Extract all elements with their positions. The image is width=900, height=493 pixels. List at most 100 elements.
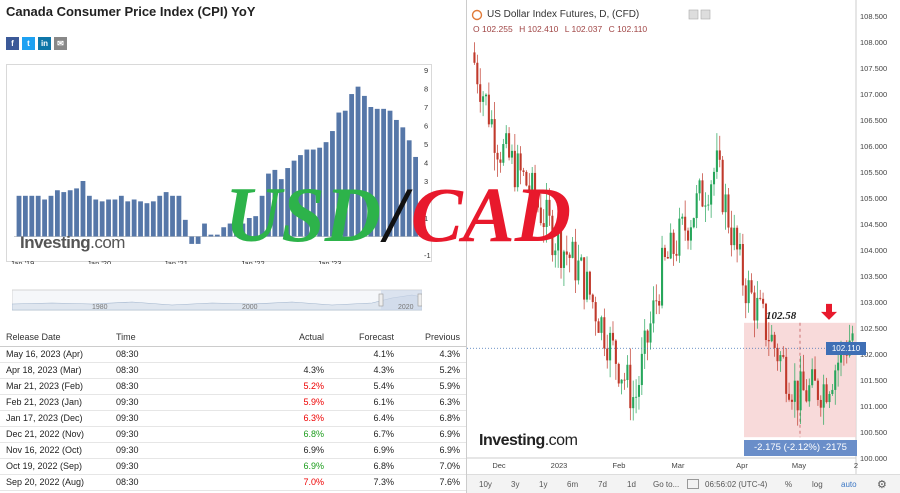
cpi-x-tick: Jan '23 <box>317 259 341 264</box>
auto-toggle[interactable]: auto <box>841 480 857 489</box>
cell-actual: 7.0% <box>240 474 330 491</box>
candle-body <box>825 384 828 403</box>
navigator-left-handle[interactable] <box>378 293 384 307</box>
dxy-x-tick: Apr <box>736 461 748 470</box>
high-annotation: 102.58 <box>766 310 797 322</box>
candle-body <box>764 303 768 340</box>
facebook-icon[interactable]: f <box>6 37 19 50</box>
col-time[interactable]: Time <box>110 328 240 347</box>
cpi-bar <box>67 190 73 237</box>
cell-actual: 5.9% <box>240 394 330 411</box>
cpi-bar <box>118 195 124 237</box>
cpi-y-tick: 6 <box>424 122 428 131</box>
candle-body <box>747 280 750 304</box>
dxy-y-tick: 104.500 <box>860 220 887 229</box>
candle-body <box>715 150 718 172</box>
cell-forecast: 6.1% <box>330 394 400 411</box>
chart-toolbar: 10y 3y 1y 6m 7d 1d Go to... 06:56:02 (UT… <box>467 474 900 493</box>
cpi-y-tick: 8 <box>424 85 428 94</box>
compare-icon[interactable] <box>700 9 711 20</box>
table-row: May 16, 2023 (Apr) 08:30 4.1% 4.3% <box>0 346 466 363</box>
candle-body <box>548 199 551 216</box>
cpi-bar <box>138 201 143 237</box>
candle-body <box>609 332 612 361</box>
cpi-bar <box>381 108 387 237</box>
table-row: Nov 16, 2022 (Oct) 09:30 6.9% 6.9% 6.9% <box>0 442 466 459</box>
symbol-icon[interactable] <box>471 9 483 21</box>
col-release-date[interactable]: Release Date <box>0 328 110 347</box>
cell-release-date: Jan 17, 2023 (Dec) <box>0 410 110 427</box>
cell-forecast: 6.4% <box>330 410 400 427</box>
cpi-bar <box>266 173 271 237</box>
cpi-bar <box>272 169 278 237</box>
candle-body <box>718 150 721 160</box>
email-icon[interactable]: ✉ <box>54 37 67 50</box>
cell-release-date: May 16, 2023 (Apr) <box>0 346 110 363</box>
twitter-icon[interactable]: t <box>22 37 35 50</box>
col-actual[interactable]: Actual <box>240 328 330 347</box>
col-forecast[interactable]: Forecast <box>330 328 400 347</box>
cpi-bar <box>80 181 86 237</box>
candle-body <box>513 150 516 188</box>
cpi-bar <box>246 218 252 237</box>
dxy-y-tick: 104.000 <box>860 246 887 255</box>
table-row: Oct 19, 2022 (Sep) 09:30 6.9% 6.8% 7.0% <box>0 458 466 475</box>
settings-icon[interactable] <box>688 9 699 20</box>
candle-body <box>499 159 502 163</box>
dxy-y-tick: 106.000 <box>860 142 887 151</box>
dxy-candle-chart[interactable]: 108.500 108.000 107.500 107.000 106.500 106.0… <box>467 0 900 474</box>
close-value: C 102.110 <box>608 24 648 34</box>
col-previous[interactable]: Previous <box>400 328 466 347</box>
candle-body <box>782 355 785 357</box>
time-navigator[interactable]: 1980 2000 2020 <box>12 289 422 311</box>
candle-body <box>767 339 770 342</box>
cpi-y-tick: -1 <box>424 251 431 260</box>
candle-body <box>776 347 779 362</box>
candle-body <box>802 371 805 391</box>
table-header-row: Release Date Time Actual Forecast Previo… <box>0 328 466 347</box>
candle-body <box>675 253 678 256</box>
candle-body <box>583 257 586 300</box>
navigator-right-handle[interactable] <box>417 293 422 307</box>
cell-time: 09:30 <box>110 394 240 411</box>
range-1y-button[interactable]: 1y <box>539 480 548 489</box>
log-toggle[interactable]: log <box>812 480 823 489</box>
candle-body <box>626 364 629 380</box>
candle-body <box>557 229 560 251</box>
candle-body <box>819 399 822 408</box>
range-1d-button[interactable]: 1d <box>627 480 636 489</box>
cpi-bar <box>16 195 22 237</box>
range-10y-button[interactable]: 10y <box>479 480 492 489</box>
cell-previous: 6.9% <box>400 442 466 459</box>
range-6m-button[interactable]: 6m <box>567 480 579 489</box>
cpi-bar <box>387 110 393 237</box>
gear-icon[interactable]: ⚙ <box>877 479 887 491</box>
candle-body <box>649 323 652 343</box>
cell-actual <box>240 346 330 363</box>
candle-body <box>559 229 563 268</box>
cpi-bar <box>29 195 35 237</box>
candle-body <box>799 371 802 411</box>
cell-time: 09:30 <box>110 410 240 427</box>
cpi-bar <box>336 112 342 237</box>
candle-body <box>571 241 574 258</box>
candle-body <box>594 302 597 322</box>
candle-body <box>600 317 603 333</box>
candle-body <box>837 362 840 371</box>
range-3y-button[interactable]: 3y <box>511 480 520 489</box>
candle-body <box>733 227 736 246</box>
percent-toggle[interactable]: % <box>785 480 793 489</box>
cpi-bar <box>278 179 284 237</box>
candle-body <box>545 199 548 228</box>
candle-body <box>811 369 814 386</box>
calendar-icon[interactable] <box>687 479 699 489</box>
linkedin-icon[interactable]: in <box>38 37 51 50</box>
candle-body <box>519 153 522 171</box>
candle-body <box>568 254 571 258</box>
candle-body <box>629 364 632 409</box>
cpi-bar <box>22 195 28 237</box>
goto-button[interactable]: Go to... <box>653 480 680 489</box>
candle-body <box>536 199 539 208</box>
range-7d-button[interactable]: 7d <box>598 480 607 489</box>
